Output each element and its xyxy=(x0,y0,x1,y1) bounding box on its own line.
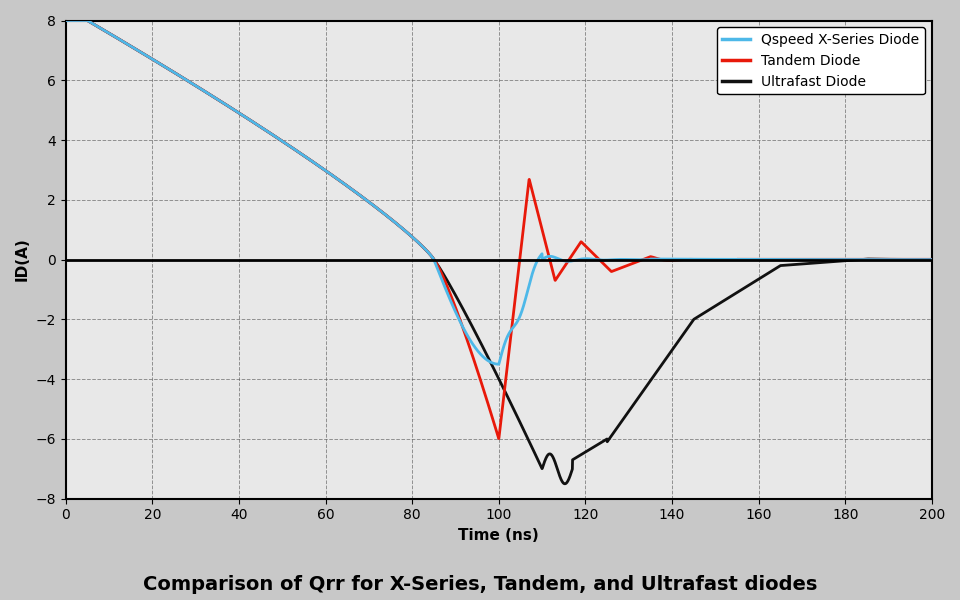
Tandem Diode xyxy=(424,250,436,257)
Legend: Qspeed X-Series Diode, Tandem Diode, Ultrafast Diode: Qspeed X-Series Diode, Tandem Diode, Ult… xyxy=(717,28,924,94)
Ultrafast Diode xyxy=(689,315,701,322)
Tandem Diode xyxy=(926,256,938,263)
Tandem Diode xyxy=(689,256,701,263)
Ultrafast Diode xyxy=(424,250,436,257)
Qspeed X-Series Diode xyxy=(926,256,938,263)
Qspeed X-Series Diode xyxy=(689,256,701,263)
Ultrafast Diode xyxy=(900,256,911,263)
Line: Tandem Diode: Tandem Diode xyxy=(66,20,932,439)
Qspeed X-Series Diode xyxy=(424,250,436,257)
Ultrafast Diode xyxy=(431,260,443,267)
Line: Qspeed X-Series Diode: Qspeed X-Series Diode xyxy=(66,20,932,364)
Qspeed X-Series Diode xyxy=(900,256,911,263)
Y-axis label: ID(A): ID(A) xyxy=(15,238,30,281)
Tandem Diode xyxy=(900,256,911,263)
Qspeed X-Series Diode xyxy=(431,263,443,270)
Tandem Diode xyxy=(471,367,483,374)
Text: Comparison of Qrr for X-Series, Tandem, and Ultrafast diodes: Comparison of Qrr for X-Series, Tandem, … xyxy=(143,575,817,594)
X-axis label: Time (ns): Time (ns) xyxy=(459,528,540,543)
Ultrafast Diode xyxy=(856,256,868,263)
Ultrafast Diode xyxy=(60,17,72,24)
Qspeed X-Series Diode xyxy=(60,17,72,24)
Ultrafast Diode xyxy=(471,332,483,340)
Ultrafast Diode xyxy=(926,256,938,263)
Tandem Diode xyxy=(60,17,72,24)
Qspeed X-Series Diode xyxy=(492,361,504,368)
Tandem Diode xyxy=(856,256,868,263)
Qspeed X-Series Diode xyxy=(856,256,868,263)
Line: Ultrafast Diode: Ultrafast Diode xyxy=(66,20,932,484)
Ultrafast Diode xyxy=(559,480,570,487)
Tandem Diode xyxy=(492,435,504,442)
Tandem Diode xyxy=(431,260,443,267)
Qspeed X-Series Diode xyxy=(471,347,483,354)
